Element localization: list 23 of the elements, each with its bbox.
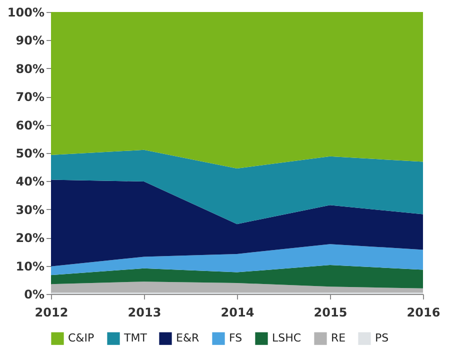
legend-label: TMT	[123, 332, 148, 345]
x-tick-label: 2013	[128, 306, 162, 320]
legend-label: LSHC	[272, 332, 302, 345]
y-tick-label: 90%	[16, 34, 44, 48]
y-tick-label: 60%	[16, 118, 44, 132]
legend-label: FS	[229, 332, 242, 345]
x-tick-label: 2014	[220, 306, 254, 320]
y-tick-label: 0%	[24, 288, 44, 302]
y-tick-label: 50%	[16, 146, 44, 160]
legend-label: PS	[375, 332, 389, 345]
x-tick-label: 2012	[34, 306, 68, 320]
y-tick-label: 20%	[16, 231, 44, 246]
y-tick-label: 40%	[16, 174, 44, 189]
legend-label: C&IP	[68, 332, 94, 345]
y-tick-label: 80%	[16, 62, 44, 76]
y-tick-label: 70%	[16, 90, 44, 104]
x-tick-label: 2015	[314, 306, 348, 320]
x-tick-label: 2016	[406, 306, 440, 320]
legend-label: E&R	[176, 332, 200, 345]
y-tick-label: 30%	[16, 202, 44, 217]
legend-label: RE	[331, 332, 346, 345]
y-tick-label: 100%	[7, 6, 44, 20]
y-tick-label: 10%	[16, 259, 44, 274]
